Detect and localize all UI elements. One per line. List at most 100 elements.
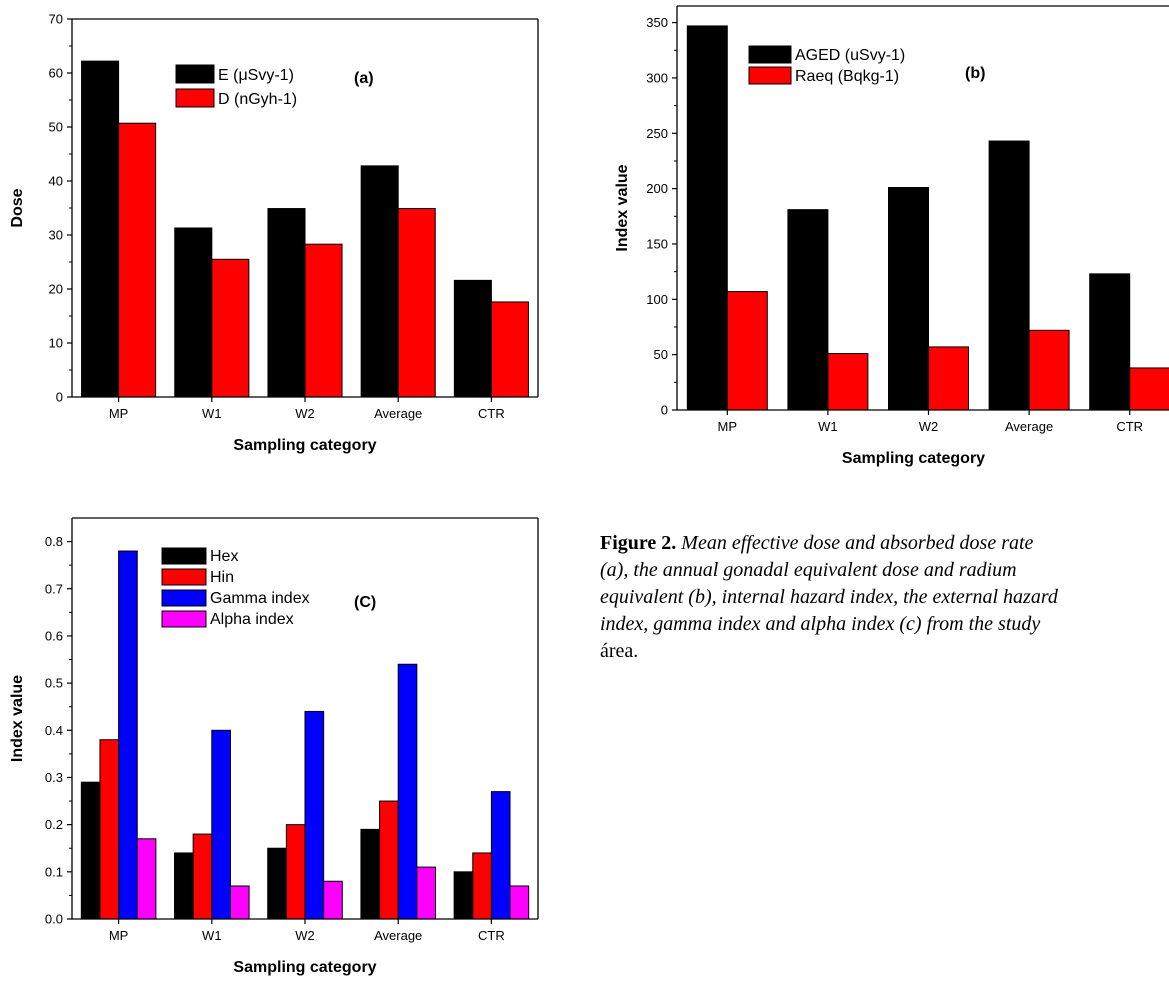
y-tick-label: 20 xyxy=(49,282,63,297)
bar-hin-mp xyxy=(99,739,120,920)
y-axis-title: Index value xyxy=(614,164,631,251)
legend-label-d-ngyh-1: D (nGyh-1) xyxy=(218,91,297,108)
bar-alpha-index-average xyxy=(416,866,436,920)
bar-aged-usvy-1-mp xyxy=(686,25,728,411)
y-tick-label: 10 xyxy=(49,336,63,351)
y-tick-label: 60 xyxy=(49,66,63,81)
x-tick-label-average: Average xyxy=(1005,419,1053,434)
x-tick-label-w1: W1 xyxy=(202,928,222,943)
x-tick-label-mp: MP xyxy=(109,928,129,943)
y-tick-label: 70 xyxy=(49,12,63,27)
y-tick-label: 300 xyxy=(646,70,668,85)
x-tick-label-ctr: CTR xyxy=(478,406,505,421)
bar-raeq-bqkg-1-ctr xyxy=(1129,367,1169,411)
caption-text-2: (a), the annual gonadal equivalent dose … xyxy=(600,559,1017,581)
y-tick-label: 350 xyxy=(646,15,668,30)
y-tick-label: 0.3 xyxy=(45,770,63,785)
caption-text-1: Mean effective dose and absorbed dose ra… xyxy=(676,532,1034,554)
y-tick-label: 30 xyxy=(49,228,63,243)
y-tick-label: 0.6 xyxy=(45,628,63,643)
y-tick-label: 0.5 xyxy=(45,676,63,691)
y-axis-title: Index value xyxy=(9,675,26,762)
x-tick-label-w1: W1 xyxy=(202,406,222,421)
y-tick-label: 50 xyxy=(49,120,63,135)
legend: Hex Hin Gamma index Alpha index xyxy=(161,547,310,628)
bar-e-svy-1-w1 xyxy=(174,227,213,398)
legend-swatch-alpha-index xyxy=(161,610,207,628)
bar-aged-usvy-1-average xyxy=(988,140,1030,411)
caption-lead: Figure 2. xyxy=(600,532,677,554)
bar-d-ngyh-1-w1 xyxy=(211,258,250,398)
y-tick-label: 100 xyxy=(646,292,668,307)
chart-b: 0 50 100 150 200 250 300 350 MP W1 W2 Average CTR Sam… xyxy=(614,5,1169,467)
legend-label-gamma-index: Gamma index xyxy=(210,590,310,607)
y-tick-label: 250 xyxy=(646,126,668,141)
legend: AGED (uSvy-1) Raeq (Bqkg-1) xyxy=(748,45,905,85)
bar-raeq-bqkg-1-w1 xyxy=(827,353,869,411)
bar-e-svy-1-mp xyxy=(81,60,120,398)
legend-swatch-d-ngyh-1 xyxy=(175,88,215,108)
bar-alpha-index-w2 xyxy=(323,880,343,920)
x-axis-title: Sampling category xyxy=(233,437,376,454)
y-tick-label: 0.2 xyxy=(45,817,63,832)
legend-swatch-aged-usvy-1 xyxy=(748,45,792,64)
bar-hin-w1 xyxy=(192,833,213,920)
y-tick-label: 150 xyxy=(646,236,668,251)
x-tick-label-w1: W1 xyxy=(818,419,838,434)
legend-label-alpha-index: Alpha index xyxy=(210,611,294,628)
legend-label-e-svy-1: E (μSvy-1) xyxy=(218,67,294,84)
y-tick-label: 0.1 xyxy=(45,864,63,879)
y-tick-label: 200 xyxy=(646,181,668,196)
legend-label-aged-usvy-1: AGED (uSvy-1) xyxy=(795,47,905,64)
panel-label: (C) xyxy=(354,594,376,611)
bar-hex-mp xyxy=(80,781,101,920)
x-tick-label-mp: MP xyxy=(109,406,129,421)
x-tick-label-average: Average xyxy=(374,406,422,421)
bar-gamma-index-w2 xyxy=(304,710,325,920)
bar-e-svy-1-ctr xyxy=(453,279,492,398)
x-tick-label-ctr: CTR xyxy=(1116,419,1143,434)
bar-hex-w2 xyxy=(267,847,287,920)
bar-hex-average xyxy=(360,828,381,920)
bar-d-ngyh-1-w2 xyxy=(304,243,343,398)
bar-raeq-bqkg-1-mp xyxy=(726,291,768,411)
bar-aged-usvy-1-w2 xyxy=(888,187,930,411)
y-tick-label: 0.8 xyxy=(45,534,63,549)
legend-label-hin: Hin xyxy=(210,569,234,586)
caption-text-3: equivalent (b), internal hazard index, t… xyxy=(600,586,1058,608)
legend-label-hex: Hex xyxy=(210,548,238,565)
bar-gamma-index-mp xyxy=(118,550,138,920)
y-tick-label: 0.0 xyxy=(45,912,63,927)
x-axis-title: Sampling category xyxy=(842,450,985,467)
x-tick-label-average: Average xyxy=(374,928,422,943)
bar-d-ngyh-1-mp xyxy=(118,122,157,398)
y-tick-label: 0.4 xyxy=(45,723,63,738)
y-tick-label: 0.7 xyxy=(45,581,63,596)
y-tick-label: 0 xyxy=(661,403,668,418)
caption-tail: área. xyxy=(600,640,639,662)
x-tick-label-ctr: CTR xyxy=(478,928,505,943)
bar-raeq-bqkg-1-w2 xyxy=(928,346,969,411)
bar-gamma-index-w1 xyxy=(211,729,231,920)
bar-hin-ctr xyxy=(472,852,492,920)
bar-raeq-bqkg-1-average xyxy=(1028,329,1070,411)
bar-aged-usvy-1-w1 xyxy=(787,209,829,411)
bar-alpha-index-w1 xyxy=(229,885,250,920)
legend-swatch-gamma-index xyxy=(161,589,207,607)
x-tick-label-w2: W2 xyxy=(919,419,939,434)
panel-label: (b) xyxy=(965,65,985,82)
bar-hex-ctr xyxy=(453,871,474,920)
x-tick-label-w2: W2 xyxy=(295,928,315,943)
caption-line-1: Figure 2. Mean effective dose and absorb… xyxy=(600,530,1169,557)
legend-swatch-e-svy-1 xyxy=(175,64,215,84)
legend-label-raeq-bqkg-1: Raeq (Bqkg-1) xyxy=(795,68,899,85)
caption-text-4: index, gamma index and alpha index (c) f… xyxy=(600,613,1041,635)
figure-caption: Figure 2. Mean effective dose and absorb… xyxy=(600,530,1169,665)
bar-e-svy-1-average xyxy=(360,165,399,398)
bar-gamma-index-ctr xyxy=(490,791,511,920)
panel-label: (a) xyxy=(354,70,374,87)
bar-hin-average xyxy=(379,800,399,920)
x-tick-label-mp: MP xyxy=(718,419,738,434)
y-tick-label: 40 xyxy=(49,174,63,189)
bar-d-ngyh-1-ctr xyxy=(490,301,529,398)
